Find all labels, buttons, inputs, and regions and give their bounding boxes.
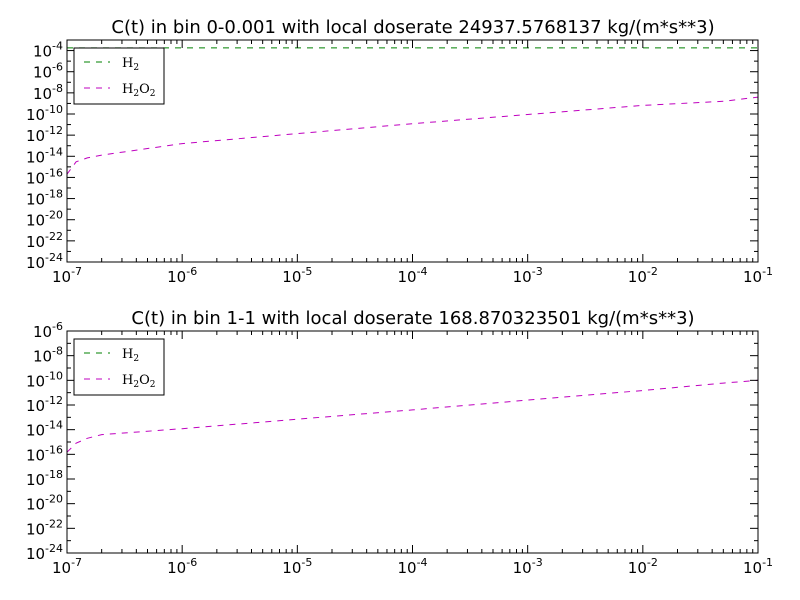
chart-title: C(t) in bin 0-0.001 with local doserate … <box>111 17 714 38</box>
y-tick-label: 10-22 <box>26 230 63 251</box>
y-tick-label: 10-12 <box>26 394 63 415</box>
y-tick-label: 10-14 <box>26 419 63 440</box>
x-tick-label: 10-3 <box>513 265 543 286</box>
legend-label-h2: H2 <box>122 347 139 364</box>
legend-label-h2: H2 <box>122 56 139 73</box>
legend-label-h2o2: H2O2 <box>122 373 155 390</box>
chart-title: C(t) in bin 1-1 with local doserate 168.… <box>131 308 694 329</box>
x-tick-label: 10-7 <box>52 556 82 577</box>
x-tick-label: 10-1 <box>743 556 773 577</box>
x-tick-label: 10-4 <box>397 265 427 286</box>
y-tick-label: 10-12 <box>26 124 63 145</box>
series-line-h2o2 <box>67 379 758 453</box>
legend: H2 H2O2 <box>73 47 165 105</box>
y-tick-label: 10-18 <box>26 468 63 489</box>
legend-box <box>73 338 165 396</box>
y-tick-label: 10-10 <box>26 369 63 390</box>
y-tick-label: 10-6 <box>33 320 63 341</box>
x-tick-label: 10-2 <box>628 556 658 577</box>
x-tick-label: 10-4 <box>397 556 427 577</box>
y-tick-label: 10-8 <box>33 82 63 103</box>
y-tick-label: 10-10 <box>26 103 63 124</box>
y-tick-label: 10-18 <box>26 188 63 209</box>
x-tick-label: 10-1 <box>743 265 773 286</box>
legend-label-h2o2: H2O2 <box>122 82 155 99</box>
legend: H2 H2O2 <box>73 338 165 396</box>
chart-panel-bottom: C(t) in bin 1-1 with local doserate 168.… <box>26 308 773 577</box>
x-tick-label: 10-7 <box>52 265 82 286</box>
y-tick-label: 10-22 <box>26 517 63 538</box>
x-tick-label: 10-5 <box>282 265 312 286</box>
y-tick-label: 10-8 <box>33 345 63 366</box>
chart-panel-top: C(t) in bin 0-0.001 with local doserate … <box>26 17 773 286</box>
y-tick-label: 10-24 <box>26 251 63 272</box>
axes-frame <box>66 39 759 263</box>
y-tick-label: 10-4 <box>33 40 63 61</box>
y-tick-label: 10-20 <box>26 493 63 514</box>
axes-frame <box>66 330 759 554</box>
y-tick-label: 10-14 <box>26 145 63 166</box>
y-tick-label: 10-20 <box>26 209 63 230</box>
series-line-h2o2 <box>67 96 758 175</box>
y-tick-label: 10-16 <box>26 166 63 187</box>
y-tick-label: 10-24 <box>26 542 63 563</box>
x-tick-label: 10-3 <box>513 556 543 577</box>
y-tick-label: 10-16 <box>26 443 63 464</box>
y-tick-label: 10-6 <box>33 61 63 82</box>
x-tick-label: 10-6 <box>167 265 197 286</box>
x-tick-label: 10-2 <box>628 265 658 286</box>
x-tick-label: 10-6 <box>167 556 197 577</box>
x-tick-label: 10-5 <box>282 556 312 577</box>
legend-box <box>73 47 165 105</box>
